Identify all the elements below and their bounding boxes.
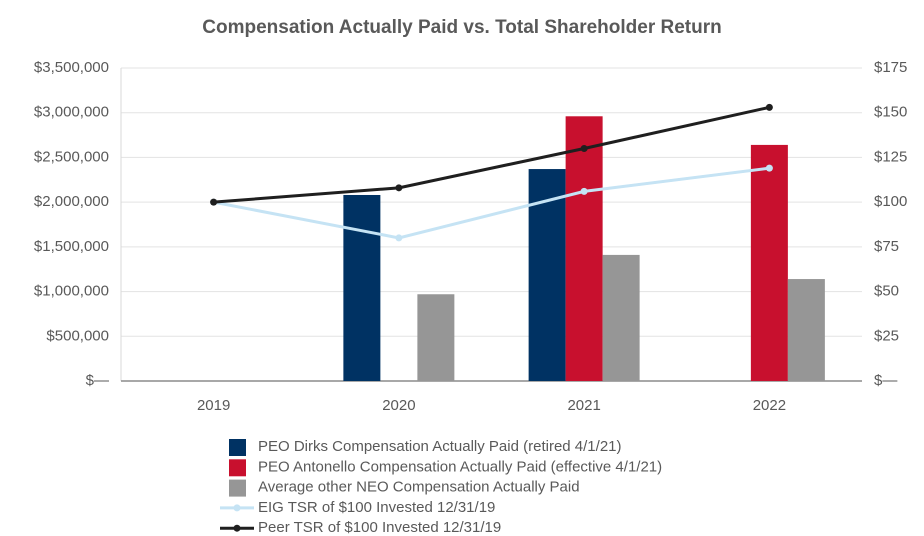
chart-title: Compensation Actually Paid vs. Total Sha… [202, 17, 721, 38]
y2-tick-label: $75 [874, 238, 899, 255]
line-point [580, 187, 588, 195]
y-tick-label: $3,000,000 [34, 104, 109, 121]
y2-tick-label: $175 [874, 59, 907, 76]
y-tick-label: $500,000 [46, 327, 109, 344]
x-tick-label: 2021 [567, 397, 600, 414]
y2-tick-label: $100 [874, 193, 907, 210]
y-tick-label: $2,500,000 [34, 148, 109, 165]
bar [565, 116, 603, 381]
y2-tick-label: $150 [874, 104, 907, 121]
legend-label: Peer TSR of $100 Invested 12/31/19 [258, 519, 501, 536]
legend-label: PEO Dirks Compensation Actually Paid (re… [258, 438, 622, 455]
x-tick-label: 2020 [382, 397, 415, 414]
y-tick-label: $1,000,000 [34, 283, 109, 300]
line-point [765, 164, 773, 172]
legend-swatch [229, 439, 246, 456]
line [213, 105, 770, 204]
bar [417, 294, 455, 381]
legend-label: EIG TSR of $100 Invested 12/31/19 [258, 499, 495, 516]
line-point [395, 234, 403, 242]
legend-swatch [229, 459, 246, 477]
line-point [580, 144, 588, 152]
line-point [765, 103, 773, 111]
bar [602, 254, 640, 381]
legend-label: Average other NEO Compensation Actually … [258, 479, 580, 496]
y2-tick-label: $50 [874, 283, 899, 300]
line [213, 166, 770, 240]
x-tick-label: 2022 [753, 397, 786, 414]
line-point [210, 198, 218, 206]
y2-tick-label: $125 [874, 148, 907, 165]
y-tick-label: $3,500,000 [34, 59, 109, 76]
legend-label: PEO Antonello Compensation Actually Paid… [258, 458, 662, 475]
bar [343, 194, 381, 381]
bar [750, 144, 788, 381]
legend-swatch [229, 479, 246, 497]
line-point [395, 184, 403, 192]
y-tick-label: $2,000,000 [34, 193, 109, 210]
x-tick-label: 2019 [197, 397, 230, 414]
y2-tick-label: $25 [874, 327, 899, 344]
legend-point [233, 504, 241, 512]
legend-point [233, 524, 241, 532]
y2-tick-label: $— [874, 372, 897, 389]
bar [787, 279, 825, 381]
y-tick-label: $— [86, 372, 109, 389]
y-tick-label: $1,500,000 [34, 238, 109, 255]
